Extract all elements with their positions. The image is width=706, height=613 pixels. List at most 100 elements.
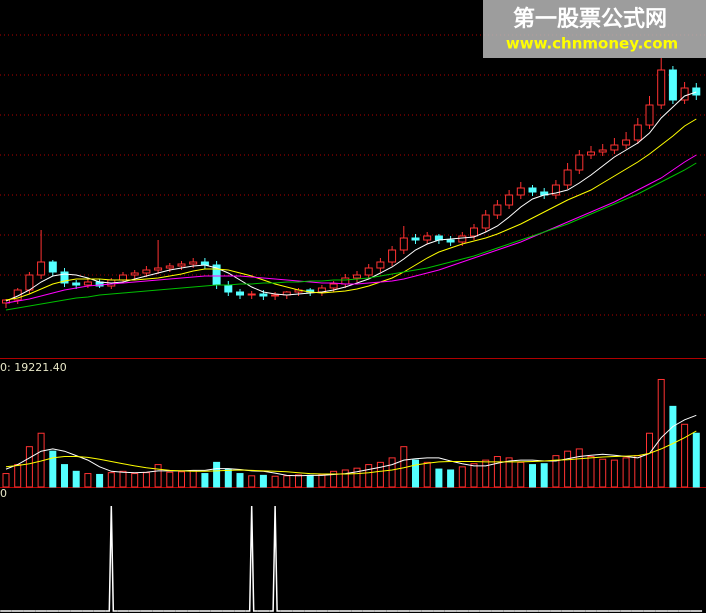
volume-bar (412, 459, 419, 488)
volume-bar (107, 472, 115, 488)
volume-bar (435, 468, 443, 488)
candle-body (13, 289, 22, 301)
volume-bar (271, 475, 279, 488)
candle-body (528, 187, 537, 193)
volume-bar (330, 470, 338, 488)
candle-body (470, 227, 478, 237)
candle-body (481, 214, 490, 229)
volume-bar (189, 470, 197, 488)
volume-bar (131, 473, 139, 488)
volume-bar (201, 473, 209, 488)
volume-bar (587, 456, 595, 488)
volume-bar (96, 473, 104, 488)
candle-body (399, 237, 408, 251)
candle-body (37, 261, 46, 276)
volume-bar (142, 472, 150, 488)
volume-bar (283, 475, 291, 488)
candle-body (329, 283, 338, 289)
candle-body (364, 267, 373, 276)
volume-bar (458, 466, 466, 488)
candle-body (271, 294, 280, 297)
volume-bar (634, 455, 642, 488)
indicator-label: 0 (0, 487, 7, 500)
candle-body (165, 265, 174, 269)
candle-body (657, 69, 666, 106)
volume-bar (681, 423, 689, 488)
candle-body (224, 284, 233, 293)
volume-bar (482, 459, 490, 488)
candle-body (341, 277, 350, 285)
candle-body (645, 104, 654, 126)
candle-body (587, 151, 595, 156)
volume-bar (236, 473, 244, 488)
candle-body (83, 281, 92, 286)
volume-bar (365, 464, 373, 488)
candle-body (130, 272, 139, 276)
candle-body (610, 144, 619, 151)
volume-bar (505, 457, 513, 488)
watermark-box (483, 0, 706, 58)
candle-body (60, 271, 69, 284)
volume-bar (669, 405, 677, 488)
volume-bar (692, 432, 700, 488)
volume-bar (25, 446, 33, 488)
volume-bar (14, 464, 22, 488)
volume-bar (447, 469, 455, 488)
candle-body (505, 194, 514, 206)
volume-bar (529, 464, 536, 488)
candle-body (247, 293, 256, 296)
volume-bar (259, 474, 267, 488)
ma-line (5, 154, 697, 304)
volume-bar (295, 474, 302, 488)
volume-bar (657, 378, 665, 488)
candle-body (119, 274, 127, 281)
volume-bar (564, 450, 572, 488)
volume-bar (353, 467, 361, 488)
volume-ma-line (5, 430, 697, 475)
candle-body (680, 87, 689, 101)
ma-line (5, 118, 697, 301)
candle-body (423, 235, 432, 241)
volume-bar (622, 457, 630, 488)
volume-bar (517, 461, 525, 488)
volume-bar (599, 458, 607, 488)
candle-body (516, 187, 525, 196)
candle-body (633, 124, 642, 141)
indicator-spike (269, 505, 281, 612)
volume-bar (84, 473, 92, 488)
candle-body (72, 282, 81, 286)
volume-bar (154, 464, 162, 488)
volume-bar (540, 463, 548, 488)
watermark-title: 第一股票公式网 (513, 6, 667, 32)
candle-body (493, 204, 502, 216)
volume-bar (306, 474, 314, 488)
candle-body (142, 269, 151, 274)
volume-ma-line (5, 414, 697, 477)
volume-bar (119, 470, 127, 488)
candle-body (668, 69, 677, 101)
indicator-spike (105, 505, 118, 612)
volume-bar (493, 456, 501, 488)
candle-body (622, 139, 631, 146)
ma-line (5, 91, 697, 302)
volume-label: 0: 19221.40 (0, 361, 67, 374)
candle-body (692, 87, 701, 96)
candle-body (388, 249, 397, 263)
watermark: 第一股票公式网 www.chnmoney.com (483, 0, 706, 58)
candle-body (154, 267, 163, 271)
volume-bar (166, 471, 174, 488)
volume-bar (49, 450, 57, 488)
volume-bar (72, 470, 80, 488)
candle-body (551, 184, 560, 196)
indicator-spike (245, 505, 258, 612)
volume-bar (248, 475, 256, 488)
volume-bar (388, 457, 396, 488)
candle-body (411, 237, 420, 241)
volume-bar (376, 461, 384, 488)
candle-body (563, 169, 572, 186)
candle-body (598, 149, 607, 153)
watermark-url: www.chnmoney.com (506, 35, 678, 53)
volume-bar (552, 455, 560, 488)
volume-bar (423, 461, 431, 488)
